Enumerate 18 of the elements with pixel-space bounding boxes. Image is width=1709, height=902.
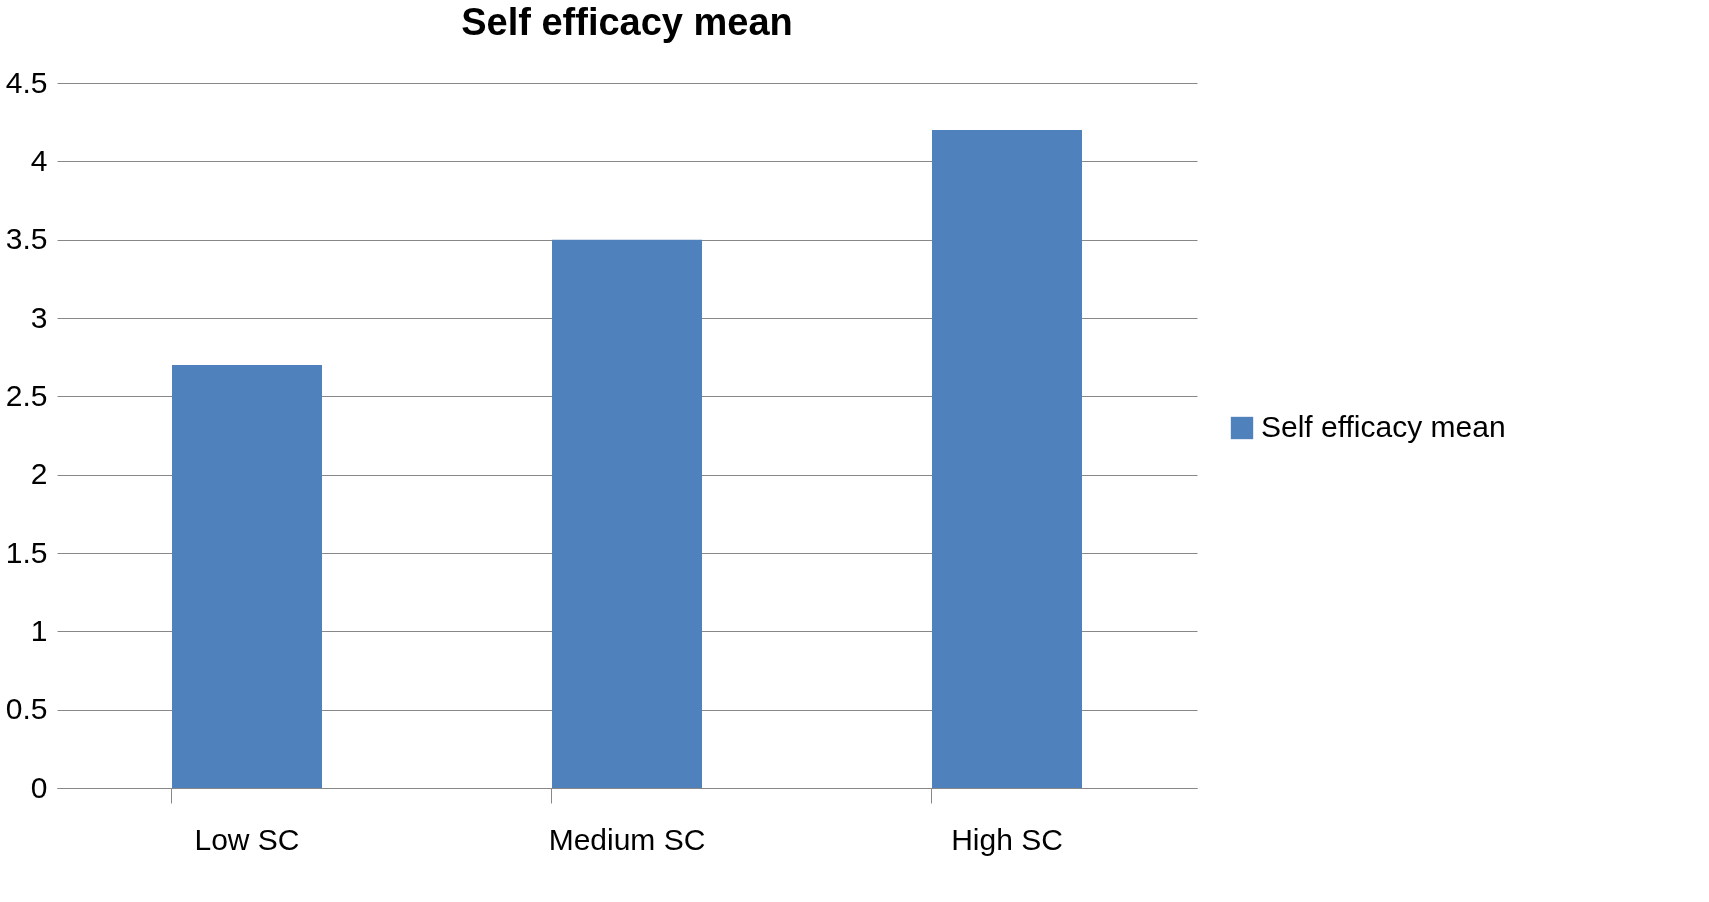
bar: [172, 365, 322, 788]
chart-title: Self efficacy mean: [461, 1, 793, 43]
y-tick-label: 4.5: [5, 65, 48, 99]
y-tick-label: 0.5: [5, 692, 48, 726]
x-tick-label: Medium SC: [548, 822, 706, 856]
y-tick-label: 2: [30, 457, 48, 491]
bar: [932, 130, 1082, 788]
x-tick-label: High SC: [951, 822, 1063, 856]
bar: [552, 239, 702, 788]
y-tick-label: 2.5: [5, 378, 48, 412]
x-tick-label: Low SC: [194, 822, 300, 856]
y-tick-label: 3: [30, 300, 48, 334]
y-tick-label: 1.5: [5, 535, 48, 569]
legend-label: Self efficacy mean: [1261, 410, 1506, 443]
y-tick-label: 4: [30, 143, 48, 177]
y-tick-label: 1: [30, 613, 48, 647]
y-tick-label: 3.5: [5, 222, 48, 256]
y-tick-label: 0: [30, 770, 48, 804]
